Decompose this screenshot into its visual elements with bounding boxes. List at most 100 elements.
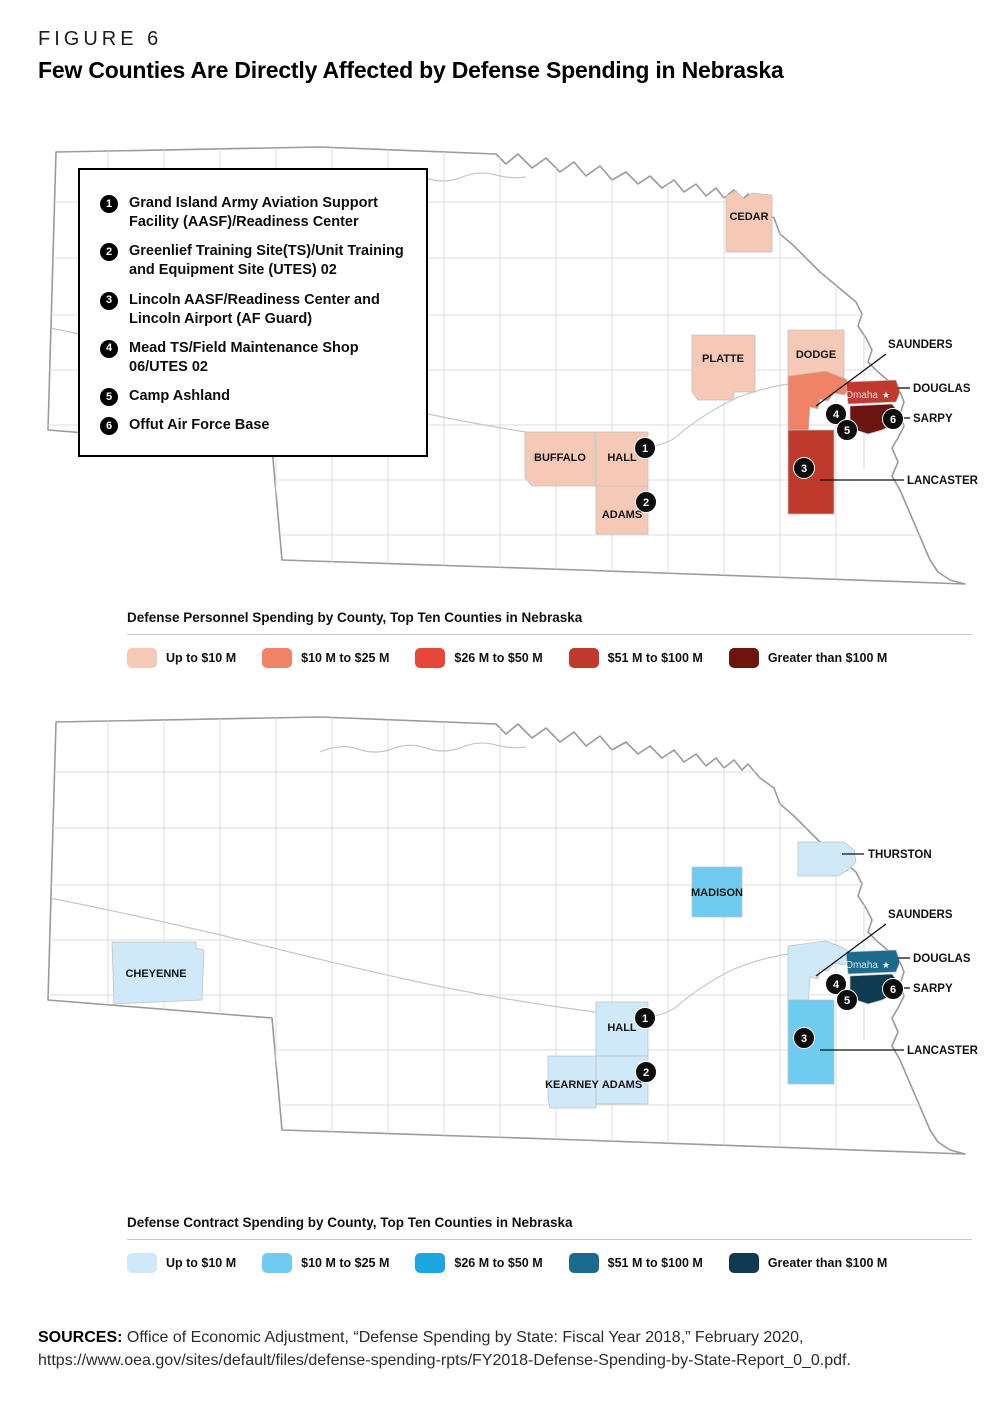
svg-text:4: 4 xyxy=(833,409,840,421)
swatch-bucket4 xyxy=(568,1253,599,1273)
swatch-bucket2 xyxy=(262,1253,293,1273)
county-label-buffalo: BUFFALO xyxy=(534,452,586,464)
county-douglas xyxy=(845,379,901,405)
facility-legend: 1 Grand Island Army Aviation Support Faci… xyxy=(78,168,428,458)
callout-label-thurston: THURSTON xyxy=(868,849,932,861)
county-label-cedar: CEDAR xyxy=(729,211,768,223)
figure-header: FIGURE 6 Few Counties Are Directly Affec… xyxy=(38,28,968,84)
county-cedar xyxy=(725,190,773,253)
facility-item-5: 5 Camp Ashland xyxy=(100,387,406,406)
callout-label-sarpy: SARPY xyxy=(913,413,953,425)
facility-5-badge: 5 xyxy=(100,388,118,406)
swatch-bucket4 xyxy=(568,648,599,668)
legend-item-bucket1: Up to $10 M xyxy=(127,648,236,668)
svg-text:2: 2 xyxy=(643,1067,649,1079)
swatch-bucket5 xyxy=(728,1253,759,1273)
sources-text: Office of Economic Adjustment, “Defense … xyxy=(38,1329,851,1370)
legend-label-bucket3: $26 M to $50 M xyxy=(454,651,543,665)
legend-item-bucket5: Greater than $100 M xyxy=(728,1253,888,1273)
facility-4-badge: 4 xyxy=(100,339,118,358)
callout-label-douglas: DOUGLAS xyxy=(913,953,971,965)
county-label-cheyenne: CHEYENNE xyxy=(125,968,186,980)
marker-6: 6 xyxy=(882,978,904,1000)
facility-4-label: Mead TS/Field Maintenance Shop 06/UTES 0… xyxy=(129,339,359,375)
facility-6-badge: 6 xyxy=(100,417,118,436)
svg-text:4: 4 xyxy=(833,979,840,991)
county-label-kearney: KEARNEY xyxy=(545,1079,599,1091)
marker-3: 3 xyxy=(793,457,815,479)
county-kearney xyxy=(547,1055,597,1109)
svg-text:2: 2 xyxy=(643,497,649,509)
svg-text:6: 6 xyxy=(890,984,896,996)
legend-label-bucket2: $10 M to $25 M xyxy=(301,651,390,665)
sources-label: SOURCES: xyxy=(38,1329,123,1346)
county-label-adams: ADAMS xyxy=(602,509,642,521)
facility-2-label: Greenlief Training Site(TS)/Unit Trainin… xyxy=(129,243,404,279)
callout-label-saunders: SAUNDERS xyxy=(888,339,953,351)
county-label-madison: MADISON xyxy=(691,887,743,899)
marker-5: 5 xyxy=(836,419,858,441)
legend-item-bucket2: $10 M to $25 M xyxy=(262,1253,389,1273)
facility-item-6: 6 Offut Air Force Base xyxy=(100,416,406,436)
contract-spending-map: MADISON CHEYENNE HALL KEARNEY ADAMS THUR… xyxy=(20,700,979,1170)
figure-title: Few Counties Are Directly Affected by De… xyxy=(38,57,784,83)
figure-kicker: FIGURE 6 xyxy=(38,28,163,50)
facility-6-label: Offut Air Force Base xyxy=(129,417,270,434)
svg-text:3: 3 xyxy=(801,463,807,475)
legend-item-bucket3: $26 M to $50 M xyxy=(415,648,543,668)
callout-label-lancaster: LANCASTER xyxy=(907,1045,979,1057)
county-label-hall: HALL xyxy=(607,452,637,464)
omaha-star-icon: ★ xyxy=(882,960,890,970)
callout-label-lancaster: LANCASTER xyxy=(907,475,979,487)
swatch-bucket2 xyxy=(262,648,293,668)
facility-3-badge: 3 xyxy=(100,291,118,310)
legend-item-bucket3: $26 M to $50 M xyxy=(415,1253,543,1273)
marker-2: 2 xyxy=(635,491,657,513)
legend-label-bucket4: $51 M to $100 M xyxy=(607,651,703,665)
marker-3: 3 xyxy=(793,1027,815,1049)
marker-6: 6 xyxy=(882,408,904,430)
swatch-bucket1 xyxy=(127,1253,157,1273)
facility-item-2: 2 Greenlief Training Site(TS)/Unit Traini… xyxy=(100,242,406,280)
legend-item-bucket1: Up to $10 M xyxy=(127,1253,236,1273)
legend-item-bucket4: $51 M to $100 M xyxy=(568,1253,703,1273)
legend-label-bucket2: $10 M to $25 M xyxy=(301,1256,390,1270)
contract-spending-legend: Defense Contract Spending by County, Top… xyxy=(127,1215,972,1273)
facility-5-label: Camp Ashland xyxy=(129,388,230,404)
svg-text:5: 5 xyxy=(844,425,850,437)
county-thurston xyxy=(797,841,857,877)
legend-label-bucket1: Up to $10 M xyxy=(166,1256,237,1270)
callout-label-sarpy: SARPY xyxy=(913,983,953,995)
marker-1: 1 xyxy=(634,437,656,459)
swatch-bucket5 xyxy=(728,648,759,668)
marker-4: 4 xyxy=(825,403,847,425)
county-adams xyxy=(595,485,649,535)
svg-text:1: 1 xyxy=(642,443,648,455)
personnel-spending-map: CEDAR PLATTE DODGE BUFFALO HALL ADAMS SA… xyxy=(20,130,979,600)
facility-item-1: 1 Grand Island Army Aviation Support Faci… xyxy=(100,194,406,232)
personnel-legend-title: Defense Personnel Spending by County, To… xyxy=(127,610,583,625)
sources-note: SOURCES: Office of Economic Adjustment, … xyxy=(38,1326,976,1372)
contract-legend-row: Up to $10 M $10 M to $25 M $26 M to $50 … xyxy=(127,1253,972,1273)
swatch-bucket1 xyxy=(127,648,157,668)
legend-item-bucket4: $51 M to $100 M xyxy=(568,648,703,668)
svg-text:5: 5 xyxy=(844,995,850,1007)
callout-label-saunders: SAUNDERS xyxy=(888,909,953,921)
svg-text:6: 6 xyxy=(890,414,896,426)
county-label-adams: ADAMS xyxy=(602,1079,642,1091)
personnel-spending-legend: Defense Personnel Spending by County, To… xyxy=(127,610,972,668)
county-label-platte: PLATTE xyxy=(702,353,744,365)
legend-item-bucket2: $10 M to $25 M xyxy=(262,648,389,668)
callout-line-saunders xyxy=(815,923,887,977)
facility-item-3: 3 Lincoln AASF/Readiness Center and Linco… xyxy=(100,291,406,329)
legend-label-bucket3: $26 M to $50 M xyxy=(454,1256,543,1270)
omaha-label: Omaha xyxy=(845,960,878,971)
county-label-hall: HALL xyxy=(607,1022,637,1034)
county-label-dodge: DODGE xyxy=(796,349,836,361)
callout-line-saunders xyxy=(815,353,887,407)
facility-3-label: Lincoln AASF/Readiness Center and Lincol… xyxy=(129,291,380,327)
facility-item-4: 4 Mead TS/Field Maintenance Shop 06/UTES … xyxy=(100,339,406,377)
facility-1-label: Grand Island Army Aviation Support Facil… xyxy=(129,195,378,231)
legend-label-bucket5: Greater than $100 M xyxy=(767,1256,888,1270)
swatch-bucket3 xyxy=(415,648,446,668)
